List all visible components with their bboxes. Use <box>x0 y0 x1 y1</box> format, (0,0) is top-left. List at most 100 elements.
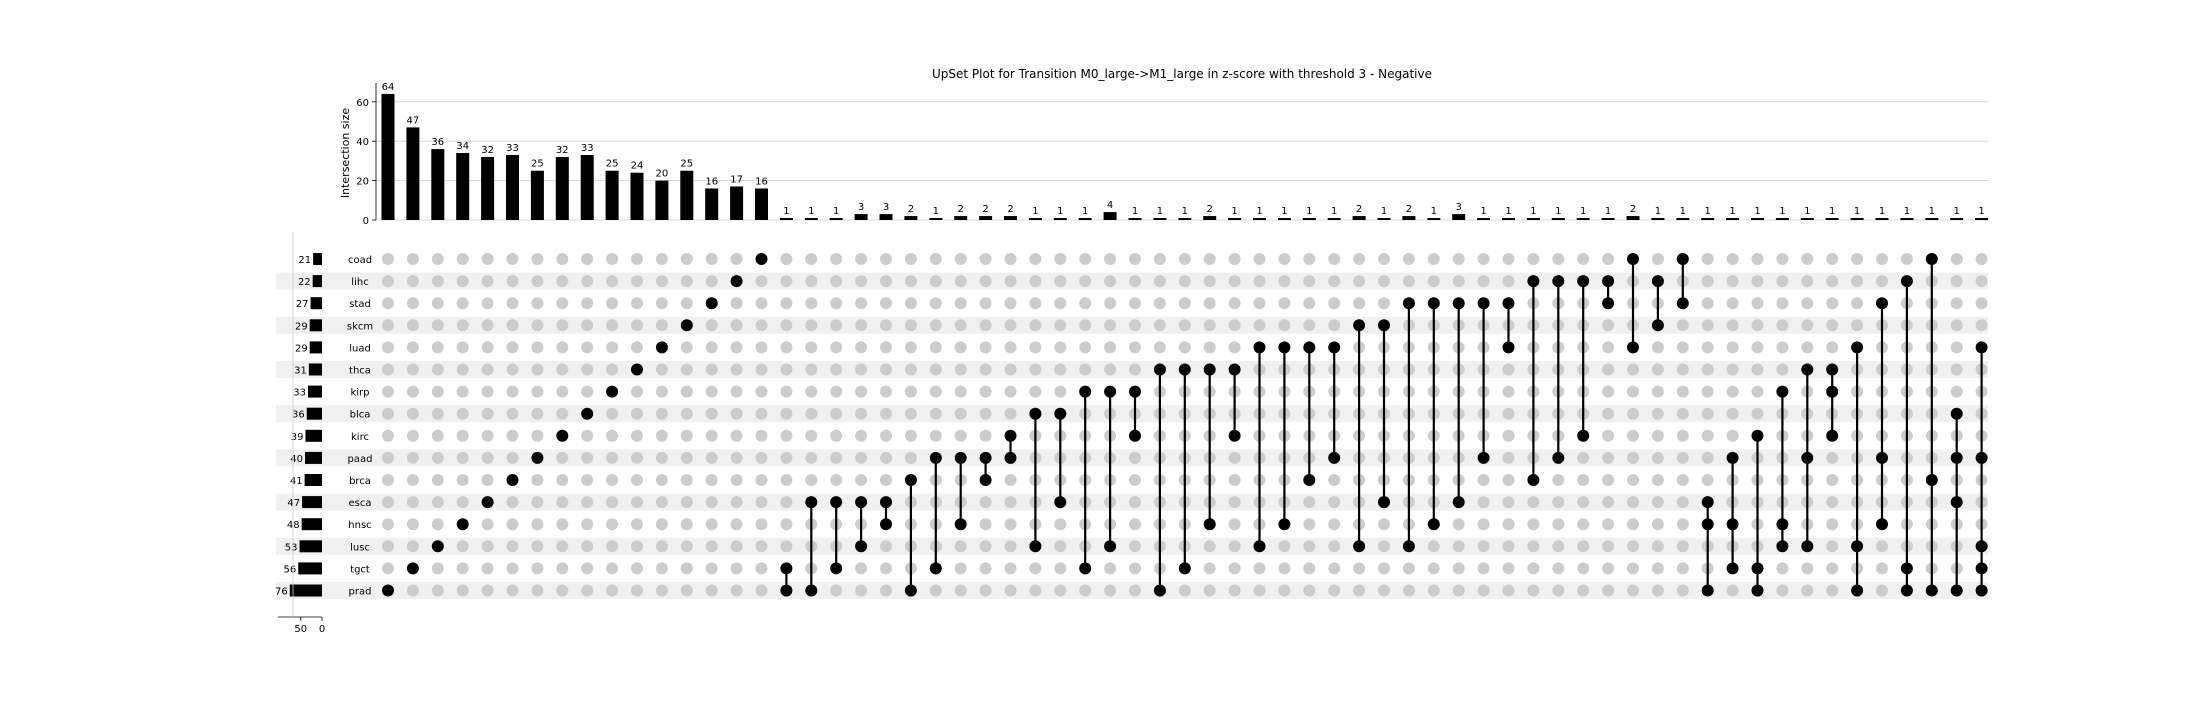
matrix-dot-inactive <box>606 474 619 486</box>
matrix-dot-inactive <box>1726 429 1739 442</box>
matrix-dot-inactive <box>755 407 768 420</box>
intersection-bar <box>506 154 519 220</box>
intersection-bar <box>1402 216 1416 220</box>
intersection-size-label: 64 <box>382 82 395 93</box>
matrix-dot-inactive <box>406 363 419 376</box>
matrix-dot-inactive <box>705 540 718 553</box>
matrix-dot-inactive <box>1975 253 1988 265</box>
matrix-dot-inactive <box>1726 584 1739 597</box>
y-tick-label: 40 <box>356 137 369 148</box>
matrix-dot-inactive <box>954 319 967 332</box>
matrix-dot-inactive <box>556 518 569 531</box>
matrix-dot-inactive <box>1701 275 1714 288</box>
intersection-size-label: 1 <box>1729 206 1735 217</box>
intersection-bar <box>580 154 594 220</box>
matrix-dot-inactive <box>456 363 469 376</box>
matrix-dot-inactive <box>1129 518 1141 531</box>
matrix-dot-active <box>606 385 619 398</box>
matrix-dot-inactive <box>1826 451 1839 464</box>
matrix-dot-inactive <box>979 562 992 575</box>
matrix-dot-inactive <box>929 253 942 265</box>
matrix-dot-inactive <box>1826 518 1839 531</box>
matrix-dot-inactive <box>456 407 469 420</box>
matrix-dot-inactive <box>1776 319 1789 332</box>
intersection-size-label: 20 <box>656 169 669 180</box>
matrix-dot-inactive <box>830 385 843 398</box>
matrix-dot-inactive <box>1178 253 1191 265</box>
matrix-dot-inactive <box>531 474 544 486</box>
matrix-dot-inactive <box>805 363 818 376</box>
intersection-size-label: 3 <box>883 202 889 213</box>
matrix-dot-inactive <box>581 584 594 597</box>
matrix-dot-inactive <box>655 584 668 597</box>
intersection-bar <box>1277 218 1291 220</box>
matrix-dot-inactive <box>780 518 793 531</box>
matrix-dot-inactive <box>979 584 992 597</box>
intersection-bar <box>1327 218 1341 220</box>
matrix-dot-active <box>755 253 768 265</box>
set-size-label: 27 <box>296 299 309 310</box>
matrix-dot-active <box>1129 429 1141 442</box>
matrix-dot-active <box>979 474 992 486</box>
matrix-dot-inactive <box>929 363 942 376</box>
intersection-size-label: 1 <box>1182 206 1188 217</box>
intersection-size-label: 1 <box>1480 206 1486 217</box>
matrix-dot-inactive <box>680 253 693 265</box>
intersection-bar <box>879 214 893 220</box>
matrix-dot-inactive <box>1602 540 1615 553</box>
matrix-dot-inactive <box>1726 341 1739 354</box>
matrix-dot-inactive <box>1950 363 1963 376</box>
matrix-dot-inactive <box>1129 275 1141 288</box>
intersection-size-label: 1 <box>1082 206 1088 217</box>
matrix-dot-inactive <box>1253 584 1266 597</box>
matrix-dot-inactive <box>755 562 768 575</box>
matrix-dot-inactive <box>1004 319 1017 332</box>
matrix-dot-inactive <box>1751 407 1764 420</box>
matrix-dot-inactive <box>606 451 619 464</box>
matrix-dot-active <box>581 407 594 420</box>
matrix-dot-inactive <box>481 275 494 288</box>
matrix-dot-active <box>631 363 643 376</box>
matrix-dot-active <box>556 429 569 442</box>
matrix-dot-active <box>506 474 519 486</box>
matrix-dot-inactive <box>406 429 419 442</box>
matrix-dot-active <box>680 319 693 332</box>
matrix-dot-inactive <box>1054 297 1067 310</box>
matrix-dot-inactive <box>730 297 743 310</box>
matrix-dot-inactive <box>1104 562 1117 575</box>
matrix-dot-inactive <box>1104 319 1117 332</box>
set-size-bar <box>305 429 322 442</box>
matrix-dot-inactive <box>979 341 992 354</box>
matrix-dot-inactive <box>680 584 693 597</box>
matrix-dot-inactive <box>880 562 892 575</box>
matrix-dot-inactive <box>979 253 992 265</box>
matrix-dot-inactive <box>1129 363 1141 376</box>
set-size-label: 40 <box>290 454 303 465</box>
matrix-dot-inactive <box>556 319 569 332</box>
matrix-dot-active <box>1253 341 1266 354</box>
matrix-dot-inactive <box>406 341 419 354</box>
matrix-dot-active <box>531 451 544 464</box>
matrix-dot-inactive <box>1900 253 1913 265</box>
matrix-dot-inactive <box>1676 474 1689 486</box>
matrix-dot-inactive <box>1826 540 1839 553</box>
intersection-size-label: 16 <box>755 176 768 187</box>
matrix-dot-inactive <box>606 341 619 354</box>
set-name-label: coad <box>348 255 372 266</box>
matrix-dot-inactive <box>1502 275 1515 288</box>
set-size-bar <box>309 319 322 332</box>
matrix-dot-active <box>904 474 917 486</box>
intersection-size-label: 25 <box>606 159 619 170</box>
matrix-dot-inactive <box>1427 540 1440 553</box>
intersection-bar <box>1004 216 1017 220</box>
set-size-label: 36 <box>292 410 305 421</box>
matrix-dot-inactive <box>1552 562 1565 575</box>
matrix-dot-inactive <box>481 518 494 531</box>
intersection-size-label: 1 <box>1779 206 1785 217</box>
matrix-dot-inactive <box>780 540 793 553</box>
set-size-bar <box>304 474 322 486</box>
matrix-dot-inactive <box>705 451 718 464</box>
matrix-dot-inactive <box>680 341 693 354</box>
matrix-dot-inactive <box>1950 297 1963 310</box>
matrix-dot-inactive <box>1826 319 1839 332</box>
